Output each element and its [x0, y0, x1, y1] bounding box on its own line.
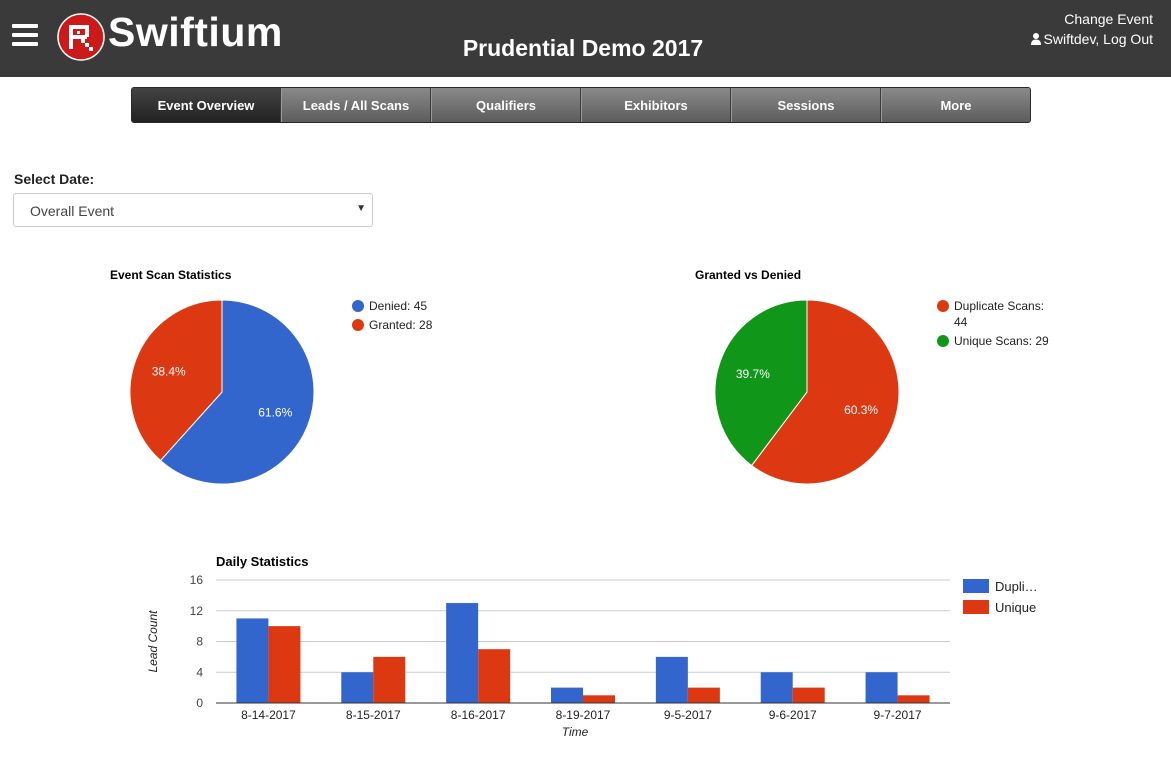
- logout-link[interactable]: Swiftdev, Log Out: [1030, 29, 1153, 49]
- tab-event-overview[interactable]: Event Overview: [132, 88, 281, 122]
- tab-more[interactable]: More: [881, 88, 1030, 122]
- legend-dot-icon: [352, 319, 364, 331]
- pie1-slice-label-1: 38.4%: [152, 365, 186, 379]
- main-nav: Event Overview Leads / All Scans Qualifi…: [131, 87, 1031, 123]
- pie2-legend-unique[interactable]: Unique Scans: 29: [937, 333, 1049, 349]
- x-tick-label: 8-15-2017: [346, 708, 401, 722]
- y-tick-label: 4: [196, 665, 203, 679]
- x-tick-label: 9-7-2017: [874, 708, 922, 722]
- bar-unique-8-16-2017[interactable]: [478, 649, 511, 703]
- x-tick-label: 8-16-2017: [451, 708, 506, 722]
- x-tick-label: 8-19-2017: [556, 708, 611, 722]
- caret-down-icon: ▼: [356, 203, 366, 214]
- bar-unique-9-7-2017[interactable]: [897, 695, 930, 703]
- bar-duplicate-9-6-2017[interactable]: [760, 672, 793, 703]
- date-select[interactable]: Overall Event ▼: [13, 193, 373, 227]
- bar-unique-8-15-2017[interactable]: [373, 656, 406, 703]
- bar-duplicate-9-7-2017[interactable]: [865, 672, 898, 703]
- y-axis-label: Lead Count: [146, 610, 160, 673]
- bar-unique-9-6-2017[interactable]: [792, 687, 825, 703]
- pie1-slice-label-0: 61.6%: [258, 405, 292, 419]
- user-logout-label: Swiftdev, Log Out: [1043, 31, 1153, 47]
- y-tick-label: 12: [190, 604, 204, 618]
- bar-legend-duplicate-label: Dupli…: [995, 579, 1038, 594]
- logo-text: Swiftium: [108, 9, 283, 55]
- pie1-legend-denied[interactable]: Denied: 45: [352, 298, 427, 314]
- y-tick-label: 16: [190, 573, 204, 587]
- pie2-title: Granted vs Denied: [695, 268, 802, 282]
- x-tick-label: 9-5-2017: [664, 708, 712, 722]
- user-icon: [1030, 33, 1041, 45]
- pie1-title: Event Scan Statistics: [110, 268, 232, 282]
- pie1-slice-1[interactable]: [129, 299, 223, 462]
- menu-icon[interactable]: [12, 24, 38, 46]
- legend-swatch-icon: [963, 600, 989, 614]
- pie1-legend-granted[interactable]: Granted: 28: [352, 317, 432, 333]
- bar-duplicate-8-15-2017[interactable]: [341, 672, 374, 703]
- app-header: Swiftium Prudential Demo 2017 Change Eve…: [0, 0, 1171, 77]
- event-title: Prudential Demo 2017: [462, 35, 704, 61]
- bar-unique-8-19-2017[interactable]: [583, 695, 615, 703]
- bar-legend-duplicate[interactable]: Dupli…: [963, 579, 1038, 595]
- swiftium-logo-icon: [57, 13, 105, 61]
- select-date-label: Select Date:: [14, 171, 95, 187]
- pie-chart-granted-vs-denied: 60.3% 39.7%: [714, 299, 900, 485]
- legend-dot-icon: [937, 335, 949, 347]
- date-select-value: Overall Event: [30, 203, 115, 219]
- y-tick-label: 8: [196, 635, 203, 649]
- tab-exhibitors[interactable]: Exhibitors: [581, 88, 731, 122]
- x-tick-label: 8-14-2017: [241, 708, 296, 722]
- pie2-legend-duplicate-line2: 44: [954, 315, 968, 329]
- pie2-slice-1[interactable]: [714, 299, 808, 467]
- legend-dot-icon: [937, 300, 949, 312]
- pie1-slice-0[interactable]: [159, 299, 315, 485]
- tab-sessions[interactable]: Sessions: [731, 88, 881, 122]
- pie-chart-scan-statistics: 61.6% 38.4%: [129, 299, 315, 485]
- pie2-legend-unique-label: Unique Scans: 29: [954, 334, 1049, 348]
- bar-unique-9-5-2017[interactable]: [687, 687, 720, 703]
- pie1-legend-granted-label: Granted: 28: [369, 318, 433, 332]
- pie2-legend-duplicate[interactable]: Duplicate Scans: 44: [937, 298, 1044, 330]
- x-axis-label: Time: [562, 725, 589, 739]
- bar-legend-unique-label: Unique: [995, 600, 1037, 615]
- pie2-slice-label-0: 60.3%: [844, 403, 878, 417]
- x-tick-label: 9-6-2017: [769, 708, 817, 722]
- tab-qualifiers[interactable]: Qualifiers: [431, 88, 581, 122]
- bar-duplicate-8-16-2017[interactable]: [446, 603, 479, 703]
- change-event-link[interactable]: Change Event: [1064, 11, 1153, 27]
- pie2-slice-label-1: 39.7%: [736, 367, 770, 381]
- user-links: Change Event Swiftdev, Log Out: [1030, 9, 1153, 49]
- legend-dot-icon: [352, 300, 364, 312]
- bar-chart-daily-statistics: 0 4 8 12 16 8-14-2017 8-15-2017 8-16-2017 8-19-2…: [146, 573, 950, 739]
- pie2-slice-0[interactable]: [750, 299, 900, 485]
- bar-chart-title: Daily Statistics: [216, 554, 309, 569]
- pie2-legend-duplicate-line1: Duplicate Scans:: [954, 299, 1045, 313]
- bar-duplicate-8-14-2017[interactable]: [236, 618, 269, 703]
- tab-leads-all-scans[interactable]: Leads / All Scans: [281, 88, 431, 122]
- bar-unique-8-14-2017[interactable]: [268, 626, 301, 703]
- legend-swatch-icon: [963, 579, 989, 593]
- y-tick-label: 0: [196, 696, 203, 710]
- bar-duplicate-8-19-2017[interactable]: [551, 687, 583, 703]
- bar-duplicate-9-5-2017[interactable]: [655, 656, 688, 703]
- bar-legend-unique[interactable]: Unique: [963, 600, 1036, 616]
- pie1-legend-denied-label: Denied: 45: [369, 299, 428, 313]
